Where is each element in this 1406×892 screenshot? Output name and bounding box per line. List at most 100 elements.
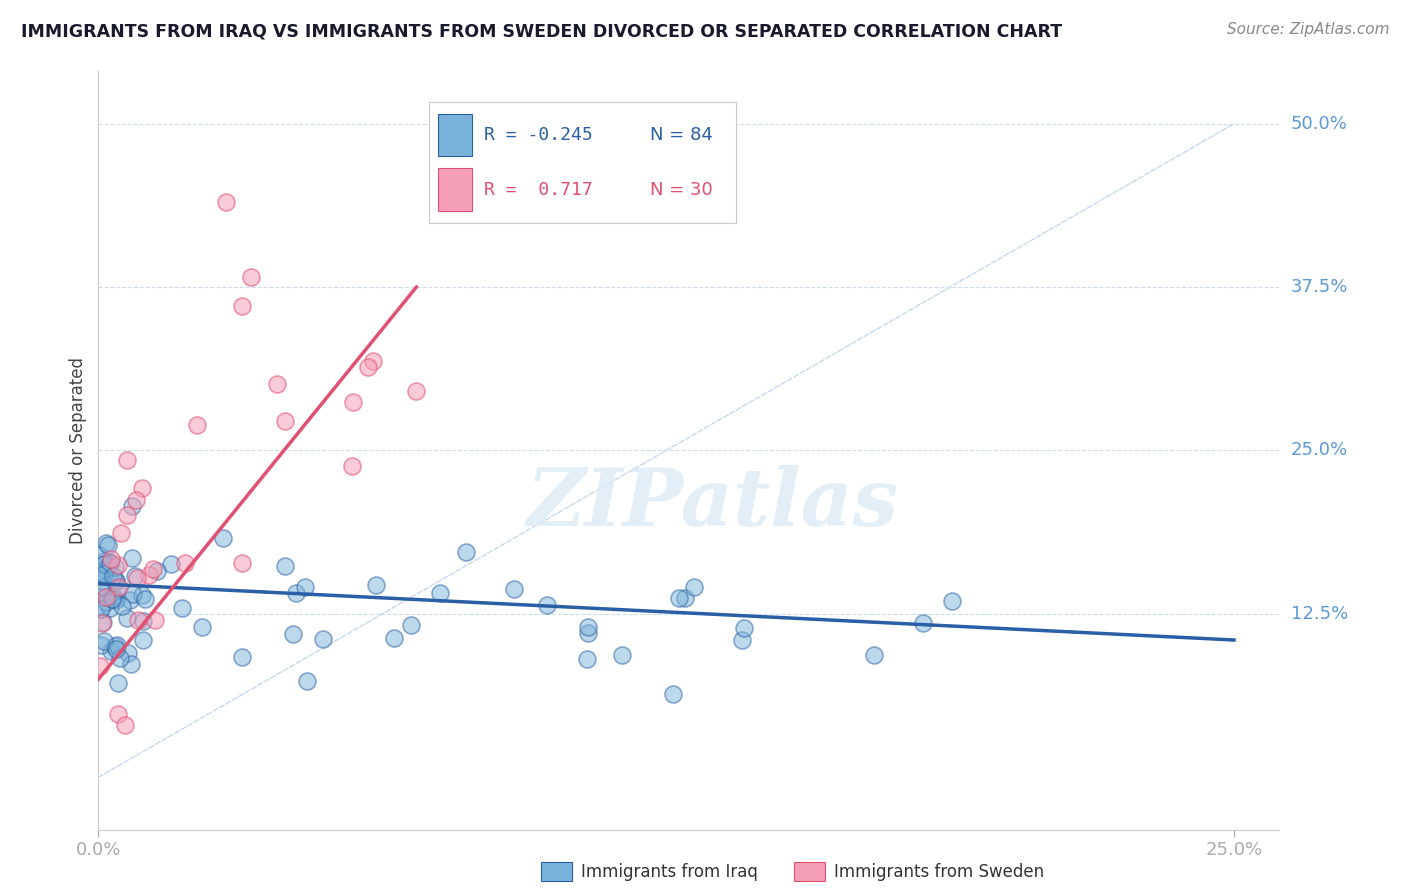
Point	[89, 601, 111, 615]
Point	[311, 632, 333, 646]
Point	[93, 634, 115, 648]
Point	[90, 638, 112, 652]
Point	[108, 651, 131, 665]
Point	[107, 706, 129, 721]
Text: Immigrants from Iraq: Immigrants from Iraq	[581, 863, 758, 881]
Point	[340, 459, 363, 474]
Point	[863, 648, 886, 662]
Point	[266, 376, 288, 391]
Point	[503, 582, 526, 597]
Point	[456, 545, 478, 559]
Point	[94, 590, 117, 604]
Point	[117, 452, 139, 467]
Point	[117, 646, 139, 660]
Point	[214, 195, 236, 210]
Text: ZIPatlas: ZIPatlas	[526, 465, 898, 542]
Point	[121, 500, 143, 514]
Point	[212, 531, 235, 545]
Point	[132, 614, 155, 628]
Point	[110, 599, 132, 614]
Point	[93, 553, 115, 567]
Point	[114, 718, 136, 732]
Point	[186, 417, 208, 432]
Point	[100, 555, 122, 569]
Point	[575, 652, 598, 666]
Point	[145, 564, 167, 578]
Point	[191, 619, 214, 633]
Point	[94, 562, 117, 576]
Point	[101, 592, 124, 607]
Point	[105, 593, 128, 607]
Point	[285, 586, 308, 600]
Point	[231, 299, 253, 313]
Point	[231, 557, 253, 571]
Point	[429, 586, 451, 600]
Point	[131, 481, 153, 495]
Point	[361, 354, 384, 368]
Point	[105, 642, 128, 657]
Point	[107, 558, 129, 572]
Point	[101, 568, 124, 582]
Point	[104, 574, 127, 588]
Point	[366, 578, 388, 592]
Point	[124, 569, 146, 583]
Point	[274, 414, 297, 428]
Point	[578, 626, 600, 640]
Point	[93, 567, 115, 582]
Text: Immigrants from Sweden: Immigrants from Sweden	[834, 863, 1043, 881]
Point	[399, 618, 422, 632]
Point	[121, 550, 143, 565]
Text: 12.5%: 12.5%	[1291, 605, 1348, 623]
Point	[94, 595, 117, 609]
Point	[240, 270, 263, 285]
Point	[294, 580, 316, 594]
Point	[105, 581, 128, 595]
Point	[120, 592, 142, 607]
Point	[104, 639, 127, 653]
Point	[357, 359, 380, 374]
Point	[668, 591, 690, 605]
Point	[273, 559, 295, 574]
Point	[91, 615, 114, 629]
Point	[87, 548, 110, 562]
Point	[115, 611, 138, 625]
Point	[134, 591, 156, 606]
Point	[90, 602, 112, 616]
Point	[110, 526, 132, 541]
Point	[98, 556, 121, 570]
Point	[93, 580, 115, 594]
Text: IMMIGRANTS FROM IRAQ VS IMMIGRANTS FROM SWEDEN DIVORCED OR SEPARATED CORRELATION: IMMIGRANTS FROM IRAQ VS IMMIGRANTS FROM …	[21, 22, 1062, 40]
Point	[661, 688, 683, 702]
Point	[578, 620, 600, 634]
Point	[89, 564, 111, 578]
Point	[610, 648, 633, 662]
Point	[941, 594, 963, 608]
Point	[98, 601, 121, 615]
Point	[93, 557, 115, 571]
Point	[683, 581, 706, 595]
Point	[297, 674, 319, 689]
Point	[143, 613, 166, 627]
Point	[125, 493, 148, 508]
Point	[405, 384, 427, 398]
Point	[132, 632, 155, 647]
Point	[131, 588, 153, 602]
Point	[89, 583, 111, 598]
Point	[107, 675, 129, 690]
Point	[122, 587, 145, 601]
Point	[89, 659, 111, 673]
Point	[384, 631, 406, 645]
Point	[100, 644, 122, 658]
Point	[912, 615, 935, 630]
Point	[675, 591, 697, 606]
Point	[138, 568, 160, 582]
Point	[160, 557, 183, 571]
Point	[120, 657, 142, 671]
Point	[90, 591, 112, 605]
Text: 37.5%: 37.5%	[1291, 278, 1348, 296]
Point	[97, 537, 120, 551]
Point	[117, 508, 139, 522]
Point	[105, 638, 128, 652]
Point	[97, 558, 120, 573]
Point	[733, 621, 755, 635]
